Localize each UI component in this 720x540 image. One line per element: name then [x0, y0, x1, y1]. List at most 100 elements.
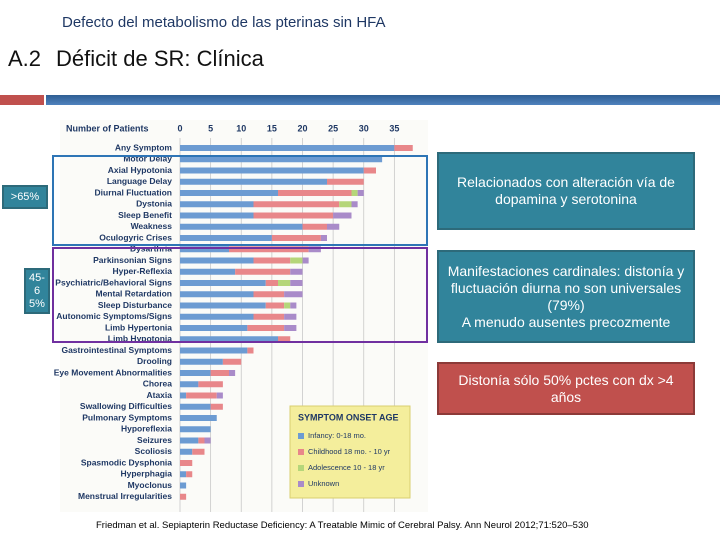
- category-label: Autonomic Symptoms/Signs: [56, 311, 172, 321]
- category-label: Axial Hypotonia: [108, 165, 173, 175]
- bar-segment: [308, 246, 321, 253]
- side-label: 45-65%: [24, 268, 50, 314]
- bar-segment: [198, 437, 205, 444]
- category-label: Hyporeflexia: [121, 424, 172, 434]
- bar-segment: [229, 246, 309, 253]
- bar-segment: [351, 190, 358, 196]
- bar-segment: [394, 145, 413, 151]
- bar-segment: [284, 325, 297, 331]
- bar-segment: [327, 223, 340, 230]
- category-label: Swallowing Difficulties: [80, 401, 172, 411]
- legend-swatch: [298, 481, 304, 487]
- category-label: Weakness: [131, 221, 173, 231]
- accent-bar: [0, 95, 44, 105]
- bar-segment: [247, 347, 254, 354]
- category-label: Language Delay: [107, 176, 172, 186]
- bar-segment: [180, 156, 383, 163]
- bar-segment: [180, 325, 248, 331]
- note-box: Manifestaciones cardinales: distonía y f…: [437, 250, 695, 343]
- group-outline: [52, 155, 428, 246]
- category-label: Any Symptom: [115, 142, 173, 152]
- slide-title: Defecto del metabolismo de las pterinas …: [62, 14, 386, 31]
- bar-segment: [235, 268, 291, 275]
- category-label: Limb Hypertonia: [105, 322, 172, 332]
- bar-segment: [253, 291, 285, 298]
- bar-segment: [180, 246, 229, 253]
- note-text: Manifestaciones cardinales: distonía y f…: [447, 262, 685, 313]
- x-axis-title: Number of Patients: [66, 123, 149, 133]
- bar-segment: [333, 212, 352, 219]
- bar-segment: [180, 403, 211, 410]
- bar-segment: [180, 212, 254, 219]
- category-label: Parkinsonian Signs: [93, 255, 172, 265]
- bar-segment: [204, 437, 211, 444]
- bar-segment: [180, 145, 395, 151]
- category-label: Psychiatric/Behavioral Signs: [55, 277, 172, 287]
- bar-segment: [290, 302, 297, 309]
- note-box: Distonía sólo 50% pctes con dx >4 años: [437, 362, 695, 415]
- bar-segment: [363, 167, 376, 174]
- bar-segment: [180, 448, 193, 455]
- legend-label: Unknown: [308, 479, 339, 488]
- category-label: Eye Movement Abnormalities: [54, 367, 173, 377]
- bar-segment: [290, 268, 303, 275]
- x-tick-label: 10: [236, 123, 246, 133]
- bar-segment: [180, 426, 211, 433]
- bar-segment: [180, 392, 187, 399]
- bar-segment: [247, 325, 285, 331]
- category-label: Myoclonus: [128, 480, 173, 490]
- bar-segment: [357, 190, 364, 196]
- bar-segment: [339, 201, 352, 208]
- bar-segment: [290, 257, 303, 264]
- bar-segment: [210, 370, 229, 376]
- bar-segment: [271, 235, 321, 241]
- citation: Friedman et al. Sepiapterin Reductase De…: [96, 520, 589, 531]
- bar-segment: [320, 235, 327, 241]
- bar-segment: [180, 460, 193, 466]
- bar-segment: [186, 471, 193, 478]
- category-label: Sleep Benefit: [118, 210, 172, 220]
- bar-segment: [180, 493, 187, 500]
- bar-segment: [198, 381, 223, 388]
- legend-swatch: [298, 465, 304, 471]
- legend-swatch: [298, 433, 304, 439]
- category-label: Hyperphagia: [121, 469, 173, 479]
- bar-segment: [180, 358, 223, 365]
- bar-segment: [180, 268, 236, 275]
- bar-segment: [253, 201, 340, 208]
- x-tick-label: 15: [267, 123, 277, 133]
- bar-segment: [278, 336, 291, 343]
- bar-segment: [180, 302, 266, 309]
- x-tick-label: 5: [208, 123, 213, 133]
- legend-title: SYMPTOM ONSET AGE: [298, 412, 399, 422]
- bar-segment: [216, 392, 223, 399]
- bar-segment: [180, 201, 254, 208]
- bar-segment: [180, 347, 248, 354]
- section-number: A.2: [8, 46, 42, 71]
- legend-label: Infancy: 0-18 mo.: [308, 431, 366, 440]
- bar-segment: [180, 381, 199, 388]
- category-label: Chorea: [143, 379, 173, 389]
- bar-segment: [180, 280, 266, 286]
- legend-label: Adolescence 10 - 18 yr: [308, 463, 385, 472]
- category-label: Scoliosis: [135, 446, 173, 456]
- bar-segment: [180, 190, 278, 196]
- x-tick-label: 20: [297, 123, 307, 133]
- legend-swatch: [298, 449, 304, 455]
- bar-segment: [180, 235, 272, 241]
- legend-box: [289, 405, 411, 499]
- category-label: Pulmonary Symptoms: [82, 412, 172, 422]
- bar-segment: [253, 313, 285, 320]
- bar-segment: [180, 257, 254, 264]
- x-tick-label: 35: [389, 123, 399, 133]
- bar-segment: [180, 223, 303, 230]
- category-label: Limb Hypotonia: [108, 334, 172, 344]
- bar-segment: [192, 448, 205, 455]
- bar-segment: [290, 280, 303, 286]
- bar-segment: [284, 313, 297, 320]
- category-label: Drooling: [137, 356, 172, 366]
- category-label: Dystonia: [136, 199, 172, 209]
- group-outline: [52, 247, 428, 343]
- bar-segment: [180, 167, 364, 174]
